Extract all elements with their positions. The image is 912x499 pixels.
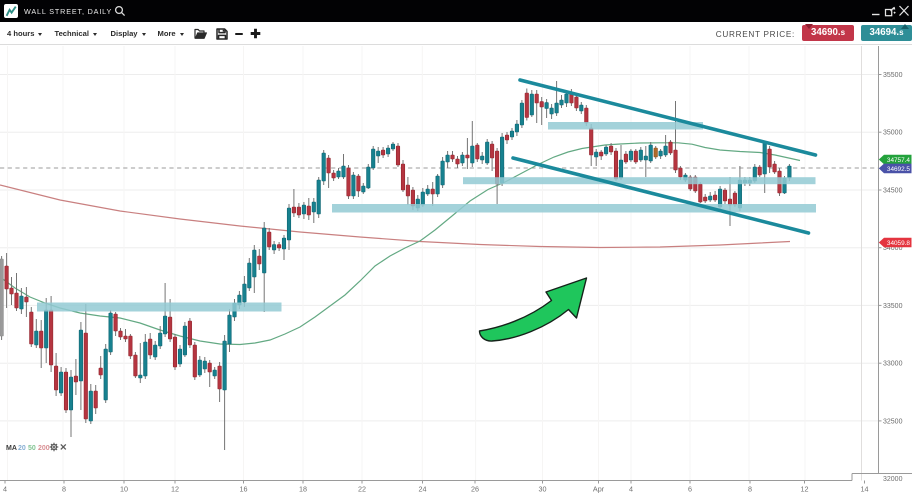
svg-text:24: 24	[419, 485, 427, 494]
svg-text:6: 6	[688, 485, 692, 494]
svg-text:4: 4	[3, 485, 7, 494]
svg-text:32500: 32500	[883, 418, 903, 425]
svg-text:34757.4: 34757.4	[887, 157, 911, 164]
svg-text:34692.5: 34692.5	[887, 166, 911, 173]
svg-text:4: 4	[629, 485, 633, 494]
svg-text:34059.8: 34059.8	[887, 240, 911, 247]
svg-text:26: 26	[471, 485, 479, 494]
svg-text:35000: 35000	[883, 130, 903, 137]
svg-text:MA: MA	[6, 445, 17, 452]
svg-text:34500: 34500	[883, 187, 903, 194]
svg-text:Apr: Apr	[593, 485, 605, 494]
svg-text:50: 50	[28, 445, 36, 452]
svg-text:35500: 35500	[883, 72, 903, 79]
svg-text:12: 12	[801, 485, 809, 494]
svg-text:18: 18	[299, 485, 307, 494]
svg-text:16: 16	[240, 485, 248, 494]
svg-text:200: 200	[38, 445, 50, 452]
svg-text:34000: 34000	[883, 245, 903, 252]
svg-text:10: 10	[120, 485, 128, 494]
svg-text:12: 12	[171, 485, 179, 494]
svg-text:33500: 33500	[883, 303, 903, 310]
svg-text:33000: 33000	[883, 361, 903, 368]
svg-text:22: 22	[358, 485, 366, 494]
svg-text:30: 30	[539, 485, 547, 494]
svg-text:14: 14	[861, 485, 869, 494]
svg-text:8: 8	[62, 485, 66, 494]
svg-text:20: 20	[18, 445, 26, 452]
svg-text:32000: 32000	[883, 476, 903, 483]
svg-text:8: 8	[748, 485, 752, 494]
